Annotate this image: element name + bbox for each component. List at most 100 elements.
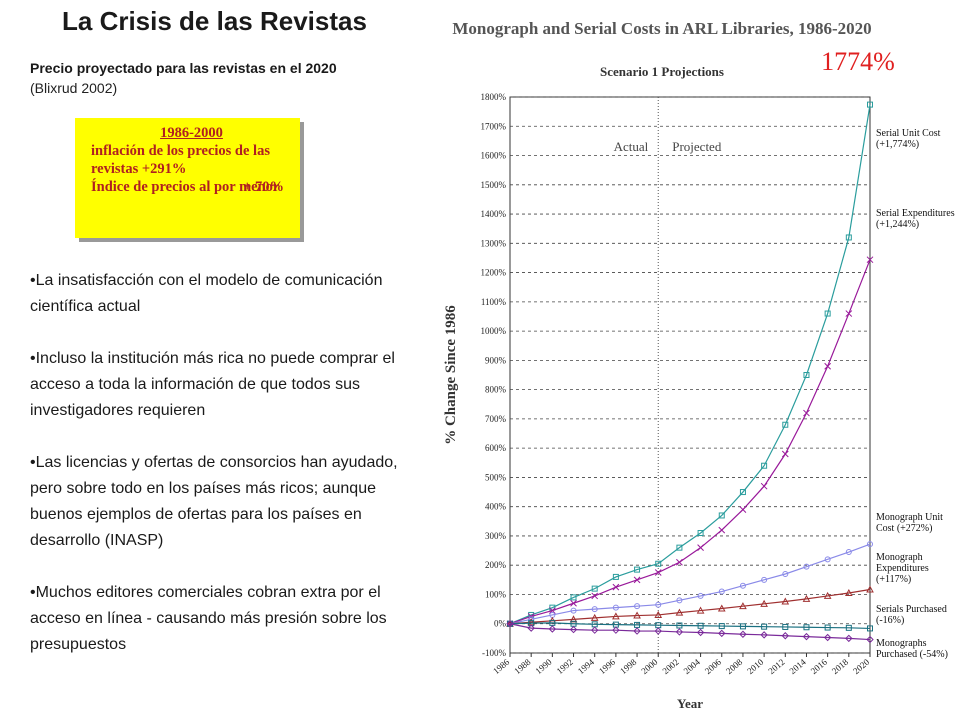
region-label: Projected [672,139,722,154]
marker [548,607,556,614]
y-tick-label: 1400% [481,209,507,219]
marker [845,234,852,241]
marker [696,606,705,614]
series-label: Serials Purchased (-16%) [876,604,947,626]
marker [867,625,873,632]
marker [654,610,663,618]
series-line [509,104,871,625]
marker [633,611,641,619]
series-label: Monograph Unit Cost (+272%) [876,512,943,534]
marker [676,622,683,629]
y-tick-label: 0% [494,619,507,629]
y-tick-label: 1000% [481,326,507,336]
y-tick-label: 600% [485,443,507,453]
marker [697,530,704,537]
marker [506,620,514,628]
x-tick-label: 2006 [703,657,724,677]
marker [612,626,620,634]
marker [527,624,535,632]
bullet: •Incluso la institución más rica no pued… [30,350,395,419]
marker [803,624,810,631]
marker [845,549,852,556]
marker [696,628,705,637]
marker [528,611,535,618]
marker [718,526,726,534]
chart: Monograph and Serial Costs in ARL Librar… [443,19,895,711]
slide-title: La Crisis de las Revistas [62,6,367,36]
y-tick-label: 1300% [481,238,507,248]
marker [697,544,704,552]
x-tick-label: 2002 [660,657,680,676]
marker [845,310,853,317]
marker [782,570,789,577]
x-tick-label: 1986 [491,657,512,677]
y-tick-label: 1800% [481,92,507,102]
marker [845,634,853,643]
marker [803,563,810,570]
source: (Blixrud 2002) [30,80,118,96]
marker [591,606,598,613]
marker [802,594,811,602]
marker [761,462,768,469]
bullet: •Muchos editores comerciales cobran extr… [30,584,387,653]
marker [824,624,831,631]
marker [612,583,620,591]
marker [654,627,662,635]
marker [803,409,810,417]
marker [676,558,683,566]
marker [718,588,725,595]
chart-title: Monograph and Serial Costs in ARL Librar… [452,19,871,38]
marker [781,632,790,640]
x-tick-label: 1998 [618,657,639,677]
y-tick-label: -100% [482,648,506,658]
marker [760,599,768,607]
marker [633,576,641,584]
callout-box: 1986-2000 inflación de los precios de la… [75,118,300,238]
marker [675,628,684,636]
y-tick-label: 1600% [481,151,507,161]
marker [717,604,726,612]
marker [844,588,853,597]
x-tick-label: 1992 [555,657,575,676]
y-tick-label: 400% [485,502,507,512]
marker [867,101,873,108]
marker [570,599,577,607]
marker [782,421,789,428]
marker [824,556,831,563]
y-tick-label: 100% [485,589,507,599]
marker [718,512,725,519]
marker [802,632,811,641]
series-label: Monograph Expenditures (+117%) [876,552,929,585]
plot-area [509,96,871,654]
x-tick-label: 1988 [512,657,533,677]
marker [866,256,874,264]
marker [612,612,620,620]
marker [548,625,557,633]
y-tick-label: 300% [485,531,507,541]
y-tick-label: 1200% [481,268,507,278]
marker [612,604,619,611]
x-tick-label: 2000 [639,657,660,677]
marker [569,615,578,623]
marker [633,627,641,635]
marker [823,633,832,642]
x-tick-label: 2004 [682,657,703,677]
x-axis-label: Year [677,696,703,711]
marker [590,626,599,634]
series-label: Serial Expenditures (+1,244%) [876,208,955,230]
series-line [509,588,871,625]
marker [591,585,598,592]
marker [867,541,873,548]
marker [570,594,577,601]
y-axis-label: % Change Since 1986 [443,305,459,445]
y-tick-label: 800% [485,385,507,395]
annotation: 1774% [821,47,895,76]
marker [697,592,704,599]
x-tick-label: 2016 [809,657,830,677]
y-tick-label: 700% [485,414,507,424]
marker [781,597,790,605]
marker [803,372,810,378]
box-line: Índice de precios al por menor [91,179,280,195]
x-tick-label: 2014 [788,657,809,677]
